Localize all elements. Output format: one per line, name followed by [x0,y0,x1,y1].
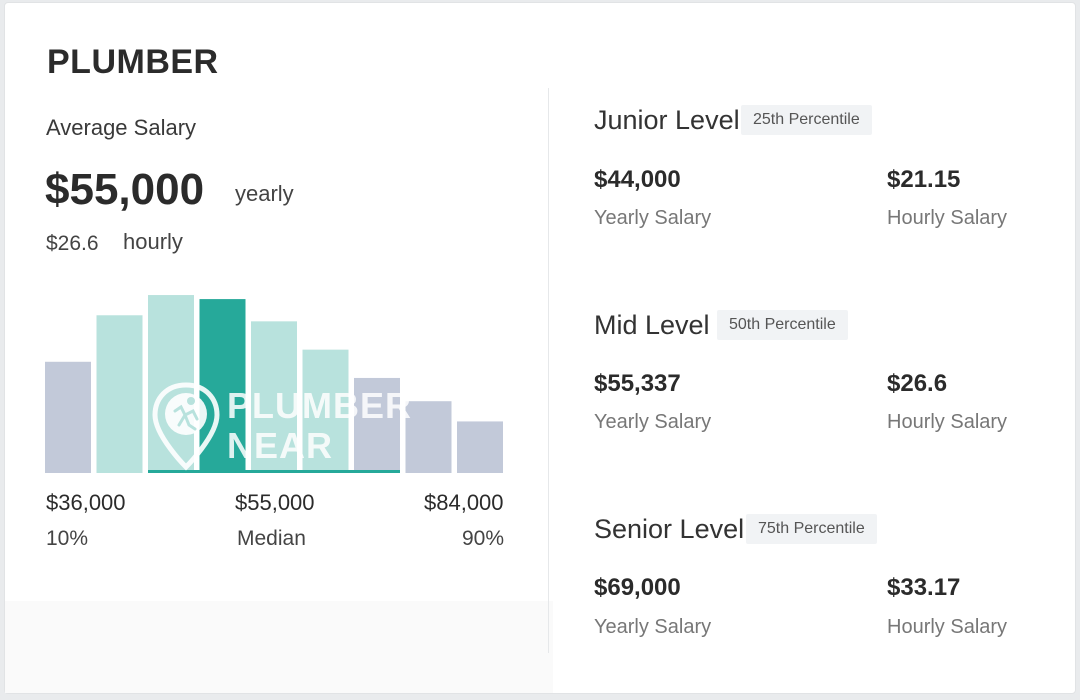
histogram-bar [302,349,349,473]
junior-hourly-label: Hourly Salary [887,207,1008,229]
average-hourly-value: $26.6 [46,232,99,255]
salary-card: PLUMBER Average Salary $55,000 yearly $2… [4,2,1076,694]
mid-hourly-value: $26.6 [887,370,948,397]
watermark-line1: PLUMBER [227,385,412,426]
junior-level-title: Junior Level [594,105,740,135]
average-yearly-value: $55,000 [45,165,205,214]
column-divider [548,88,549,653]
senior-percentile-badge: 75th Percentile [746,514,877,544]
junior-hourly-value: $21.15 [887,166,961,193]
salary-distribution-chart [45,295,503,473]
mid-hourly-label: Hourly Salary [887,411,1008,433]
histogram-bar [251,321,297,473]
mid-level-title: Mid Level [594,310,710,340]
scale-min-label: 10% [46,527,89,550]
senior-level-title: Senior Level [594,514,745,544]
scale-min-value: $36,000 [46,490,126,515]
junior-yearly-label: Yearly Salary [594,207,712,229]
histogram-bar [96,315,143,473]
mid-yearly-label: Yearly Salary [594,411,712,433]
histogram-bar [45,361,91,473]
histogram-bar [457,421,503,473]
junior-percentile-badge: 25th Percentile [741,105,872,135]
scale-median-label: Median [237,527,306,550]
average-yearly-unit: yearly [235,181,294,206]
scale-max-value: $84,000 [424,490,504,515]
bottom-panel [5,601,553,693]
senior-hourly-label: Hourly Salary [887,616,1008,638]
watermark: PLUMBER NEAR ME [145,373,411,508]
mid-yearly-value: $55,337 [594,370,681,397]
senior-hourly-value: $33.17 [887,574,961,601]
median-range-baseline [148,470,400,473]
senior-yearly-label: Yearly Salary [594,616,712,638]
histogram-bar [354,377,400,473]
watermark-line2: NEAR ME [227,425,334,508]
histogram-bar [405,401,452,473]
mid-percentile-badge: 50th Percentile [717,310,848,340]
senior-yearly-value: $69,000 [594,574,681,601]
page-title: PLUMBER [47,43,219,81]
junior-yearly-value: $44,000 [594,166,681,193]
scale-max-label: 90% [462,527,505,550]
average-salary-label: Average Salary [46,115,197,140]
scale-median-value: $55,000 [235,490,315,515]
average-hourly-unit: hourly [123,229,183,254]
map-pin-runner-icon [152,382,220,471]
